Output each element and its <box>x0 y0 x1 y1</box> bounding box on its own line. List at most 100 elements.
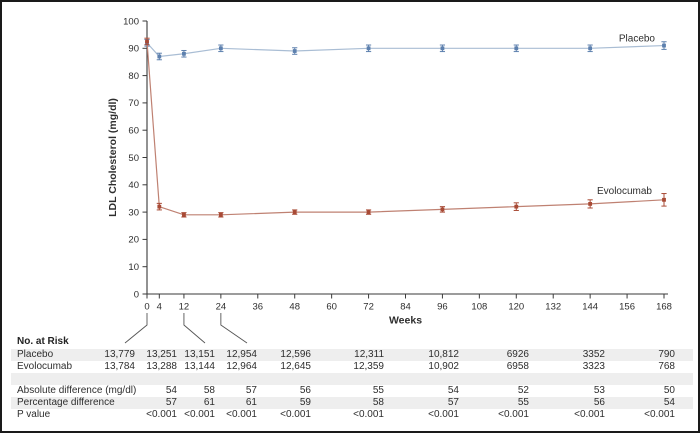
risk-row-placebo: Placebo 13,779 13,251 13,151 12,954 12,596 12,… <box>11 349 693 361</box>
y-axis-title: LDL Cholesterol (mg/dl) <box>107 98 119 217</box>
series-line-placebo <box>146 42 665 58</box>
marker-evolocumab <box>366 210 371 214</box>
risk-cell: 57 <box>447 397 459 408</box>
risk-cell: 52 <box>517 385 529 396</box>
x-tick-label: 144 <box>582 302 598 313</box>
x-tick-label: 132 <box>545 302 561 313</box>
risk-cell: <0.001 <box>226 409 257 420</box>
risk-cell: <0.001 <box>280 409 311 420</box>
marker-placebo <box>182 51 186 56</box>
marker-placebo <box>662 43 666 48</box>
marker-evolocumab <box>182 212 186 217</box>
risk-cell: 56 <box>593 397 605 408</box>
risk-cell: 55 <box>517 397 529 408</box>
risk-cell: <0.001 <box>574 409 605 420</box>
marker-evolocumab <box>588 202 593 206</box>
risk-cell: <0.001 <box>644 409 675 420</box>
risk-row-percentage-difference: Percentage difference 57 61 61 59 58 57 55 56 54 <box>11 397 693 409</box>
x-tick-label: 4 <box>157 302 162 313</box>
risk-cell: 12,311 <box>354 349 384 360</box>
marker-placebo <box>588 46 593 51</box>
x-tick-label: 36 <box>252 302 263 313</box>
marker-evolocumab <box>157 204 162 209</box>
marker-evolocumab <box>440 207 445 212</box>
risk-cell: 10,902 <box>428 361 459 372</box>
risk-cell: <0.001 <box>184 409 215 420</box>
risk-cell: 58 <box>372 397 384 408</box>
series-line-evolocumab <box>146 41 665 216</box>
risk-cell: 13,288 <box>146 361 177 372</box>
x-tick-label: 108 <box>471 302 487 313</box>
marker-placebo <box>157 54 162 59</box>
marker-placebo <box>292 49 297 53</box>
y-tick-label: 0 <box>134 289 139 300</box>
x-tick-label: 72 <box>363 302 374 313</box>
risk-cell: 54 <box>447 385 459 396</box>
y-tick-label: 80 <box>128 71 139 82</box>
x-tick-label: 48 <box>289 302 300 313</box>
series-label-placebo: Placebo <box>619 34 656 45</box>
risk-cell: 58 <box>203 385 215 396</box>
risk-row-label: Absolute difference (mg/dl) <box>17 385 137 396</box>
risk-cell: 13,251 <box>146 349 177 360</box>
risk-row-p-value: P value <0.001 <0.001 <0.001 <0.001 <0.001 <0.… <box>11 409 693 421</box>
table-spacer-band <box>11 373 693 385</box>
axes <box>146 21 668 295</box>
risk-cell: 50 <box>663 385 675 396</box>
marker-evolocumab <box>218 212 223 217</box>
tick-to-column-hook-1 <box>183 313 206 344</box>
risk-row-label: Placebo <box>17 349 54 360</box>
y-tick-label: 20 <box>128 235 139 246</box>
risk-row-label: Evolocumab <box>17 361 73 372</box>
risk-cell: 53 <box>593 385 605 396</box>
risk-cell: 12,645 <box>280 361 311 372</box>
risk-cell: 790 <box>658 349 675 360</box>
x-tick-label: 84 <box>400 302 411 313</box>
marker-evolocumab <box>514 204 519 209</box>
marker-placebo <box>366 46 371 51</box>
marker-placebo <box>218 46 223 51</box>
risk-cell: 12,596 <box>280 349 311 360</box>
x-tick-label: 60 <box>326 302 337 313</box>
risk-row-absolute-difference-mg-dl: Absolute difference (mg/dl) 54 58 57 56 55 54 5… <box>11 385 693 397</box>
risk-row-label: P value <box>17 409 51 420</box>
risk-cell: 12,359 <box>353 361 384 372</box>
x-tick-label: 96 <box>437 302 448 313</box>
y-tick-label: 30 <box>128 207 139 218</box>
risk-cell: <0.001 <box>428 409 459 420</box>
risk-cell: 59 <box>299 397 311 408</box>
x-tick-label: 168 <box>656 302 672 313</box>
x-tick-label: 156 <box>619 302 635 313</box>
x-tick-label: 120 <box>508 302 524 313</box>
risk-cell: <0.001 <box>353 409 384 420</box>
risk-row-evolocumab: Evolocumab 13,784 13,288 13,144 12,964 12,645… <box>11 361 693 373</box>
tick-to-column-hook-2 <box>220 313 248 344</box>
risk-cell: 57 <box>165 397 177 408</box>
risk-cell: 3323 <box>582 361 605 372</box>
y-tick-label: 70 <box>128 98 139 109</box>
y-tick-label: 60 <box>128 126 139 137</box>
risk-cell: <0.001 <box>146 409 177 420</box>
x-tick-label: 24 <box>216 302 227 313</box>
risk-cell: 13,784 <box>104 361 135 372</box>
risk-row-label: Percentage difference <box>17 397 115 408</box>
y-tick-label: 90 <box>128 44 139 55</box>
risk-cell: <0.001 <box>498 409 529 420</box>
risk-cell: 61 <box>245 397 257 408</box>
tick-to-column-hook-0 <box>124 313 148 344</box>
risk-cell: 3352 <box>582 349 605 360</box>
risk-cell: 6958 <box>506 361 529 372</box>
risk-cell: 6926 <box>506 349 529 360</box>
risk-cell: 54 <box>165 385 177 396</box>
risk-cell: 57 <box>245 385 257 396</box>
risk-cell: 55 <box>372 385 384 396</box>
risk-cell: 13,151 <box>184 349 215 360</box>
risk-cell: 56 <box>299 385 311 396</box>
risk-cell: 12,964 <box>226 361 257 372</box>
x-tick-label: 12 <box>179 302 190 313</box>
x-tick-label: 0 <box>144 302 149 313</box>
risk-cell: 13,144 <box>184 361 215 372</box>
risk-cell: 768 <box>658 361 675 372</box>
risk-cell: 10,812 <box>428 349 459 360</box>
